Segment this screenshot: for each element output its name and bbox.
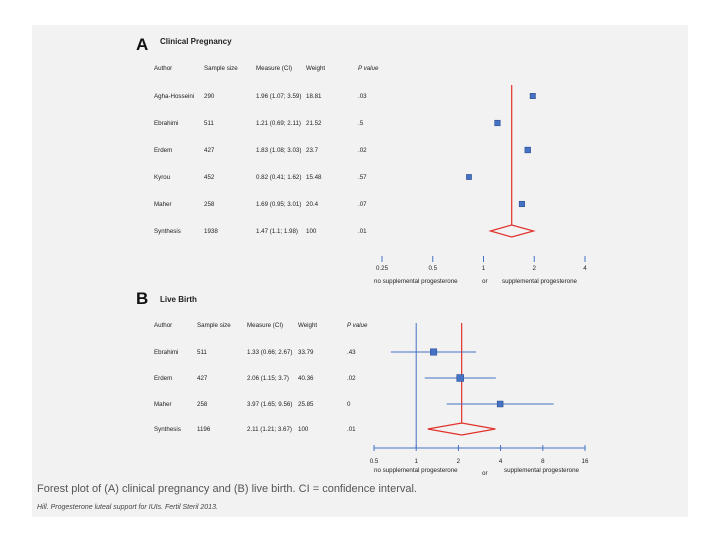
panel-b-x-label-left: no supplemental progesterone (374, 467, 458, 474)
panel-b-cell-erdem-sample: 427 (197, 375, 208, 382)
panel-a-cell-maher-measure: 1.69 (0.95; 3.01) (256, 201, 301, 208)
panel-a-cell-kyrou-p: .57 (358, 174, 367, 181)
panel-a-cell-ebrahimi-p: .5 (358, 120, 364, 127)
panel-a-header-p: P value (358, 65, 379, 72)
panel-b-point-ebrahimi (430, 348, 438, 356)
panel-b-cell-ebrahimi-weight: 33.79 (298, 349, 314, 356)
panel-b-x-tick-label-2: 2 (457, 458, 461, 465)
panel-a-cell-ebrahimi-measure: 1.21 (0.69; 2.11) (256, 120, 301, 127)
panel-b-x-tick-label-4: 4 (499, 458, 503, 465)
panel-b-point-maher (496, 400, 504, 408)
panel-a-point-agha-hosseini (529, 93, 536, 99)
panel-a-x-tick-label-0.25: 0.25 (376, 265, 389, 272)
panel-a-cell-synthesis-author: Synthesis (154, 228, 181, 235)
panel-a-cell-agha-hosseini-p: .03 (358, 93, 367, 100)
panel-a-cell-synthesis-sample: 1938 (204, 228, 218, 235)
panel-a-cell-agha-hosseini-author: Agha-Hosseini (154, 93, 194, 100)
panel-a-cell-synthesis-measure: 1.47 (1.1; 1.98) (256, 228, 298, 235)
panel-b-header-author: Author (154, 322, 172, 329)
slide-background: A Clinical Pregnancy Author Sample size Meas… (32, 25, 688, 517)
panel-b-cell-maher-sample: 258 (197, 401, 208, 408)
panel-b-synthesis-diamond (427, 422, 496, 436)
panel-a-cell-erdem-author: Erdem (154, 147, 172, 154)
panel-b-point-erdem (456, 374, 464, 382)
panel-a-cell-agha-hosseini-measure: 1.96 (1.07; 3.59) (256, 93, 301, 100)
panel-b-cell-synthesis-sample: 1196 (197, 426, 211, 433)
panel-a-cell-ebrahimi-author: Ebrahimi (154, 120, 178, 127)
panel-a-cell-kyrou-measure: 0.82 (0.41; 1.62) (256, 174, 301, 181)
panel-a-x-label-left: no supplemental progesterone (374, 278, 458, 285)
panel-b-cell-synthesis-author: Synthesis (154, 426, 181, 433)
panel-a-cell-maher-author: Maher (154, 201, 172, 208)
figure-caption: Forest plot of (A) clinical pregnancy an… (37, 483, 417, 495)
panel-b-cell-ebrahimi-sample: 511 (197, 349, 207, 356)
panel-b-x-tick-label-1: 1 (414, 458, 418, 465)
panel-a-cell-erdem-sample: 427 (204, 147, 215, 154)
panel-a-header-weight: Weight (306, 65, 325, 72)
panel-a-x-tick-label-4: 4 (583, 265, 587, 272)
panel-a-synthesis-diamond (488, 224, 536, 238)
panel-a-cell-maher-weight: 20.4 (306, 201, 319, 208)
panel-a-x-label-right: supplemental progesterone (502, 278, 578, 285)
panel-b-cell-maher-measure: 3.97 (1.65; 9.56) (247, 401, 292, 408)
panel-a-cell-synthesis-weight: 100 (306, 228, 317, 235)
panel-b-cell-synthesis-weight: 100 (298, 426, 309, 433)
panel-a-cell-erdem-measure: 1.83 (1.08; 3.03) (256, 147, 301, 154)
panel-a-header-measure: Measure (CI) (256, 65, 292, 72)
panel-a-point-kyrou (466, 174, 472, 180)
panel-a-x-label-mid: or (482, 278, 488, 285)
panel-b-cell-erdem-author: Erdem (154, 375, 172, 382)
panel-b-cell-ebrahimi-p: .43 (347, 349, 356, 356)
panel-a-letter: A (136, 35, 148, 54)
panel-b-header-weight: Weight (298, 322, 317, 329)
panel-a-x-tick-label-0.5: 0.5 (428, 265, 437, 272)
panel-b-x-tick-label-8: 8 (541, 458, 545, 465)
panel-b-cell-ebrahimi-author: Ebrahimi (154, 349, 178, 356)
panel-b-letter: B (136, 289, 148, 308)
panel-a-cell-erdem-p: .02 (358, 147, 367, 154)
panel-b-cell-erdem-measure: 2.06 (1.15; 3.7) (247, 375, 289, 382)
panel-a-cell-agha-hosseini-sample: 290 (204, 93, 215, 100)
panel-a-point-maher (518, 200, 525, 208)
panel-b-cell-synthesis-measure: 2.11 (1.21; 3.67) (247, 426, 292, 433)
panel-a-cell-erdem-weight: 23.7 (306, 147, 319, 154)
panel-b-x-label-mid: or (482, 470, 488, 477)
panel-a-title: Clinical Pregnancy (160, 37, 232, 46)
panel-a-cell-ebrahimi-sample: 511 (204, 120, 214, 127)
forest-plots: A Clinical Pregnancy Author Sample size Meas… (136, 35, 589, 477)
panel-b-header-sample: Sample size (197, 322, 231, 329)
panel-b-cell-maher-author: Maher (154, 401, 172, 408)
panel-a-cell-kyrou-author: Kyrou (154, 174, 171, 181)
panel-b-x-label-right: supplemental progesterone (504, 467, 580, 474)
panel-b-cell-maher-p: 0 (347, 401, 351, 408)
panel-a-cell-agha-hosseini-weight: 18.81 (306, 93, 322, 100)
panel-a-cell-kyrou-weight: 15.48 (306, 174, 322, 181)
panel-a-cell-maher-p: .07 (358, 201, 367, 208)
panel-b-cell-ebrahimi-measure: 1.33 (0.66; 2.67) (247, 349, 292, 356)
panel-a-cell-synthesis-p: .01 (358, 228, 367, 235)
figure-citation: Hill. Progesterone luteal support for IU… (37, 504, 218, 511)
panel-a-x-tick-label-2: 2 (533, 265, 537, 272)
panel-a-header-sample: Sample size (204, 65, 238, 72)
panel-b-cell-erdem-p: .02 (347, 375, 356, 382)
panel-a-cell-maher-sample: 258 (204, 201, 215, 208)
panel-b-x-tick-label-0.5: 0.5 (370, 458, 379, 465)
panel-a-cell-kyrou-sample: 452 (204, 174, 215, 181)
panel-b-header-measure: Measure (CI) (247, 322, 283, 329)
panel-b-header-p: P value (347, 322, 368, 329)
panel-b-title: Live Birth (160, 295, 197, 304)
panel-a-x-tick-label-1: 1 (482, 265, 486, 272)
panel-a-point-erdem (524, 146, 531, 154)
panel-b-cell-maher-weight: 25.85 (298, 401, 314, 408)
panel-b-cell-synthesis-p: .01 (347, 426, 356, 433)
panel-b-cell-erdem-weight: 40.36 (298, 375, 314, 382)
panel-a-header-author: Author (154, 65, 172, 72)
panel-a-cell-ebrahimi-weight: 21.52 (306, 120, 322, 127)
panel-b-x-tick-label-16: 16 (582, 458, 589, 465)
panel-a-point-ebrahimi (494, 119, 501, 127)
